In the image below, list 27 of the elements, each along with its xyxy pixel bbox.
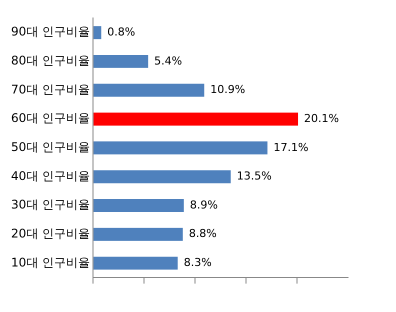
y-tick-label: 70대 인구비율 <box>10 82 90 96</box>
data-label: 5.4% <box>154 54 182 68</box>
data-label: 13.5% <box>236 170 272 183</box>
data-label: 20.1% <box>304 112 339 125</box>
bar <box>94 54 148 68</box>
bar <box>94 199 184 212</box>
data-label: 10.9% <box>210 83 246 96</box>
y-tick-label: 90대 인구비율 <box>10 24 90 39</box>
bar <box>94 170 231 184</box>
y-tick-label: 20대 인구비율 <box>10 226 90 240</box>
bar <box>94 141 268 154</box>
bar <box>94 228 183 241</box>
data-label: 8.9% <box>190 198 218 212</box>
data-label: 8.3% <box>184 256 212 270</box>
bar <box>94 84 204 97</box>
y-tick-label: 30대 인구비율 <box>10 198 90 212</box>
y-tick-label: 40대 인구비율 <box>10 168 90 183</box>
data-label: 0.8% <box>107 25 136 38</box>
y-tick-label: 60대 인구비율 <box>10 111 90 126</box>
y-tick-label: 50대 인구비율 <box>10 140 90 154</box>
bar <box>94 256 178 270</box>
bar <box>94 26 102 40</box>
y-tick-label: 10대 인구비율 <box>10 255 90 270</box>
data-label: 8.8% <box>188 227 217 240</box>
bar <box>94 112 298 126</box>
y-tick-label: 80대 인구비율 <box>10 54 90 68</box>
data-label: 17.1% <box>273 140 308 154</box>
